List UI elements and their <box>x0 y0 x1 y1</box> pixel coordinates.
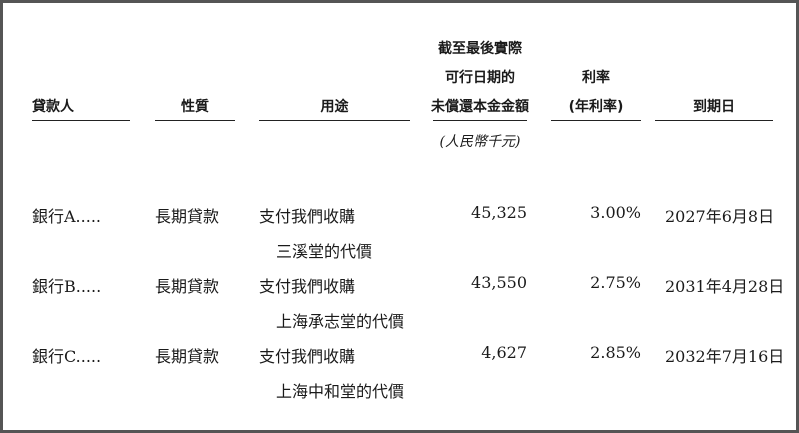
header-nature: 性質 <box>181 99 209 115</box>
cell-nature: 長期貸款 <box>155 277 220 296</box>
header-rate-line1: 利率 <box>582 70 610 86</box>
cell-purpose: 支付我們收購 <box>259 277 356 296</box>
header-underline <box>655 120 773 121</box>
cell-lender: 銀行C..... <box>32 347 102 366</box>
header-amount-line3: 未償還本金金額 <box>431 99 529 115</box>
header-underline <box>551 120 641 121</box>
cell-amount: 4,627 <box>481 343 527 362</box>
cell-rate: 3.00% <box>590 203 641 222</box>
header-underline <box>155 120 235 121</box>
header-purpose: 用途 <box>320 99 349 115</box>
cell-lender: 銀行B..... <box>32 277 102 296</box>
cell-nature: 長期貸款 <box>155 207 220 226</box>
cell-amount: 43,550 <box>471 273 527 292</box>
cell-purpose: 支付我們收購 <box>259 207 356 226</box>
cell-maturity: 2032年7月16日 <box>665 347 785 366</box>
cell-maturity: 2031年4月28日 <box>665 277 785 296</box>
header-amount-line1: 截至最後實際 <box>438 41 522 57</box>
amount-unit: (人民幣千元) <box>439 134 521 150</box>
cell-purpose: 支付我們收購 <box>259 347 356 366</box>
cell-rate: 2.85% <box>590 343 641 362</box>
cell-maturity: 2027年6月8日 <box>665 207 775 226</box>
header-underline <box>433 120 527 121</box>
cell-rate: 2.75% <box>590 273 641 292</box>
header-underline <box>32 120 130 121</box>
header-lender: 貸款人 <box>32 99 74 115</box>
cell-amount: 45,325 <box>471 203 527 222</box>
header-underline <box>259 120 410 121</box>
header-amount-line2: 可行日期的 <box>445 70 515 86</box>
header-rate-line2: (年利率) <box>568 99 624 115</box>
cell-purpose-cont: 上海中和堂的代價 <box>276 382 405 401</box>
header-maturity: 到期日 <box>693 99 735 115</box>
cell-lender: 銀行A..... <box>32 207 101 226</box>
cell-purpose-cont: 上海承志堂的代價 <box>276 312 405 331</box>
cell-nature: 長期貸款 <box>155 347 220 366</box>
cell-purpose-cont: 三溪堂的代價 <box>276 242 373 261</box>
